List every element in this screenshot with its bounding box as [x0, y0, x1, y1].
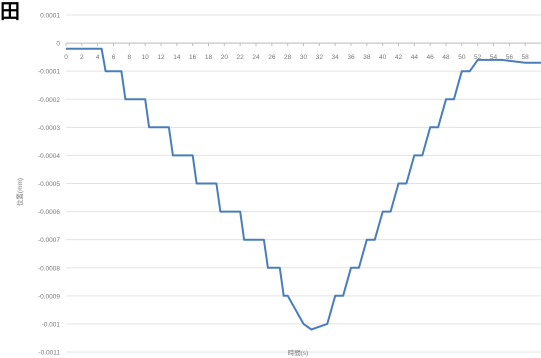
series-lines	[66, 47, 541, 331]
x-tick-label: 2	[80, 54, 84, 61]
x-tick-label: 8	[128, 54, 132, 61]
x-tick-label: 46	[427, 54, 435, 61]
x-tick-label: 14	[173, 54, 181, 61]
x-tick-label: 22	[237, 54, 245, 61]
y-tick-label: -0.0006	[38, 209, 60, 216]
y-axis: 0.0001 0 -0.0001 -0.0002 -0.0003 -0.0004 -0.00…	[38, 13, 60, 357]
y-axis-title: 位置(mm)	[15, 178, 24, 206]
x-tick-label: 32	[316, 54, 324, 61]
x-axis-title: 時間(s)	[288, 349, 309, 357]
x-tick-label: 0	[64, 54, 68, 61]
x-tick-label: 44	[411, 54, 419, 61]
y-tick-label: -0.0004	[38, 153, 60, 160]
x-tick-label: 52	[474, 54, 482, 61]
x-tick-label: 42	[395, 54, 403, 61]
x-tick-label: 40	[379, 54, 387, 61]
x-tick-label: 34	[332, 54, 340, 61]
x-tick-label: 12	[157, 54, 165, 61]
x-tick-label: 54	[490, 54, 498, 61]
x-tick-label: 48	[442, 54, 450, 61]
y-tick-label: -0.0001	[38, 69, 60, 76]
x-tick-label: 10	[142, 54, 150, 61]
x-tick-label: 6	[112, 54, 116, 61]
series-line-0	[66, 47, 541, 331]
y-tick-label: -0.0002	[38, 97, 60, 104]
y-tick-label: -0.0011	[38, 350, 60, 357]
y-tick-label: -0.0003	[38, 125, 60, 132]
x-tick-label: 18	[205, 54, 213, 61]
y-tick-label: -0.0008	[38, 265, 60, 272]
x-tick-label: 26	[268, 54, 276, 61]
x-tick-label: 16	[189, 54, 197, 61]
x-tick-label: 4	[96, 54, 100, 61]
x-tick-label: 50	[458, 54, 466, 61]
x-tick-label: 24	[252, 54, 260, 61]
y-tick-label: 0	[56, 41, 60, 48]
x-tick-label: 56	[506, 54, 514, 61]
x-tick-labels: 0 2 4 6 8 10 12 14 16 18 20 22 24 26 28 30 32 34 36 38 40 42 4…	[64, 54, 529, 61]
y-tick-label: -0.0009	[38, 293, 60, 300]
x-tick-label: 20	[221, 54, 229, 61]
x-tick-label: 58	[522, 54, 530, 61]
x-axis	[65, 42, 541, 47]
y-tick-label: -0.0007	[38, 237, 60, 244]
y-tick-label: -0.0005	[38, 181, 60, 188]
panel-label: 田	[0, 0, 20, 23]
x-tick-label: 38	[363, 54, 371, 61]
gridlines	[66, 14, 541, 353]
y-tick-label: 0.0001	[40, 13, 60, 20]
x-tick-label: 28	[284, 54, 292, 61]
x-tick-label: 30	[300, 54, 308, 61]
x-tick-label: 36	[347, 54, 355, 61]
y-tick-label: -0.001	[42, 321, 61, 328]
